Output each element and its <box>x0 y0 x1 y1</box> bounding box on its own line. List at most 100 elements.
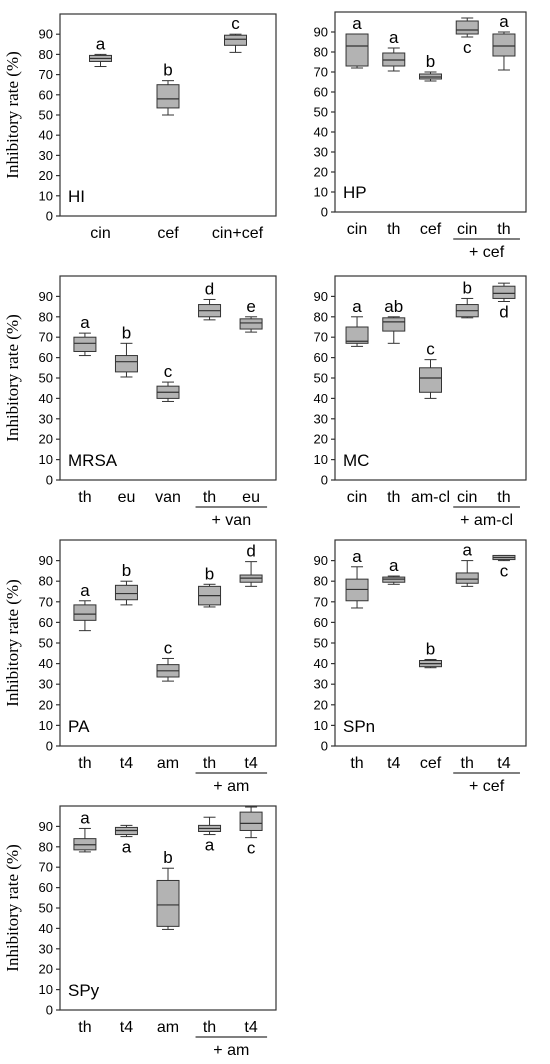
x-tick-label: t4 <box>244 1019 257 1036</box>
y-tick-label: 40 <box>39 128 53 143</box>
x-tick-label: t4 <box>387 755 400 772</box>
box-t4: c <box>239 806 263 858</box>
box-iqr <box>156 879 180 927</box>
y-tick-label: 60 <box>314 85 328 100</box>
y-tick-label: 0 <box>321 473 328 488</box>
box-iqr <box>345 33 369 67</box>
y-tick-label: 50 <box>314 636 328 651</box>
box-th: a <box>455 541 479 587</box>
y-tick-label: 0 <box>46 1003 53 1018</box>
x-tick-label: cin <box>457 221 477 238</box>
box-van: c <box>156 362 180 402</box>
plot-frame <box>59 275 277 481</box>
box-iqr <box>239 811 263 831</box>
y-tick-label: 50 <box>39 636 53 651</box>
y-tick-label: 40 <box>314 656 328 671</box>
y-tick-label: 80 <box>314 574 328 589</box>
y-tick-label: 30 <box>314 411 328 426</box>
y-tick-label: 20 <box>314 165 328 180</box>
y-tick-label: 50 <box>314 371 328 386</box>
box-cin: c <box>455 17 479 57</box>
y-tick-label: 20 <box>39 168 53 183</box>
y-tick-label: 10 <box>39 452 53 467</box>
box-cef: b <box>156 61 180 116</box>
x-tick-label: th <box>203 489 216 506</box>
box-cin: b <box>455 278 479 319</box>
y-tick-label: 80 <box>39 839 53 854</box>
box-iqr <box>419 367 442 393</box>
box-th: a <box>73 808 97 853</box>
panel-spn: 0 10 20 30 40 50 60 70 80 90 SPn a a b a c th t4 cef th t4 + … <box>314 539 527 795</box>
y-tick-label: 70 <box>314 65 328 80</box>
panel-mc: 0 10 20 30 40 50 60 70 80 90 MC a ab c b d cin th am-cl cin… <box>314 275 527 529</box>
y-tick-label: 80 <box>39 47 53 62</box>
y-tick-label: 30 <box>39 148 53 163</box>
panel-pa: 0 10 20 30 40 50 60 70 80 90 Inhibitory rate (%) PA… <box>3 539 277 795</box>
significance-letter: b <box>163 848 172 867</box>
y-tick-label: 40 <box>39 656 53 671</box>
plot-frame <box>334 275 527 481</box>
y-tick-label: 0 <box>321 205 328 220</box>
x-tick-label: cin <box>90 225 110 242</box>
box-th: a <box>382 28 406 72</box>
significance-letter: a <box>352 14 362 33</box>
x-tick-label: th <box>78 1019 91 1036</box>
box-am: b <box>156 848 180 930</box>
y-tick-label: 90 <box>314 553 328 568</box>
significance-letter: a <box>96 34 106 53</box>
y-axis-label: Inhibitory rate (%) <box>3 314 22 441</box>
x-tick-label: cin+cef <box>212 225 264 242</box>
box-th: a <box>73 313 97 357</box>
significance-letter: b <box>426 639 435 658</box>
x-tick-label: am-cl <box>411 489 450 506</box>
significance-letter: a <box>389 28 399 47</box>
box-t4: a <box>382 556 406 585</box>
box-eu: b <box>114 323 138 378</box>
box-iqr <box>345 326 369 344</box>
significance-letter: b <box>426 52 435 71</box>
y-tick-label: 10 <box>39 982 53 997</box>
x-tick-label: th <box>203 755 216 772</box>
box-am-cl: c <box>419 340 442 399</box>
panel-label: HI <box>68 187 85 206</box>
significance-letter: c <box>426 340 435 359</box>
box-th: a <box>492 12 516 71</box>
y-tick-label: 20 <box>39 432 53 447</box>
box-iqr <box>455 20 479 35</box>
y-tick-label: 70 <box>39 594 53 609</box>
combination-label: + am-cl <box>460 512 513 529</box>
x-tick-label: am <box>157 1019 179 1036</box>
x-tick-label: eu <box>118 489 136 506</box>
box-t4: c <box>492 554 516 581</box>
y-tick-label: 0 <box>46 209 53 224</box>
x-tick-label: th <box>78 755 91 772</box>
significance-letter: ab <box>384 297 403 316</box>
significance-letter: b <box>462 278 471 297</box>
combination-label: + am <box>213 778 249 795</box>
significance-letter: a <box>352 547 362 566</box>
x-tick-label: am <box>157 755 179 772</box>
x-tick-label: cin <box>347 221 367 238</box>
y-tick-label: 90 <box>314 289 328 304</box>
x-tick-label: th <box>387 221 400 238</box>
significance-letter: d <box>205 279 214 298</box>
box-th: a <box>198 816 222 855</box>
x-tick-label: th <box>497 221 510 238</box>
y-tick-label: 70 <box>39 330 53 345</box>
x-tick-label: th <box>350 755 363 772</box>
significance-letter: c <box>231 14 240 33</box>
y-tick-label: 90 <box>39 27 53 42</box>
box-cin: a <box>345 14 369 69</box>
significance-letter: b <box>122 323 131 342</box>
x-tick-label: t4 <box>497 755 510 772</box>
significance-letter: a <box>80 581 90 600</box>
plot-frame <box>59 13 277 217</box>
significance-letter: a <box>80 808 90 827</box>
panel-label: PA <box>68 717 90 736</box>
box-iqr <box>156 84 180 109</box>
x-tick-label: th <box>461 755 474 772</box>
y-tick-label: 40 <box>314 391 328 406</box>
y-tick-label: 30 <box>314 145 328 160</box>
x-tick-label: cin <box>457 489 477 506</box>
